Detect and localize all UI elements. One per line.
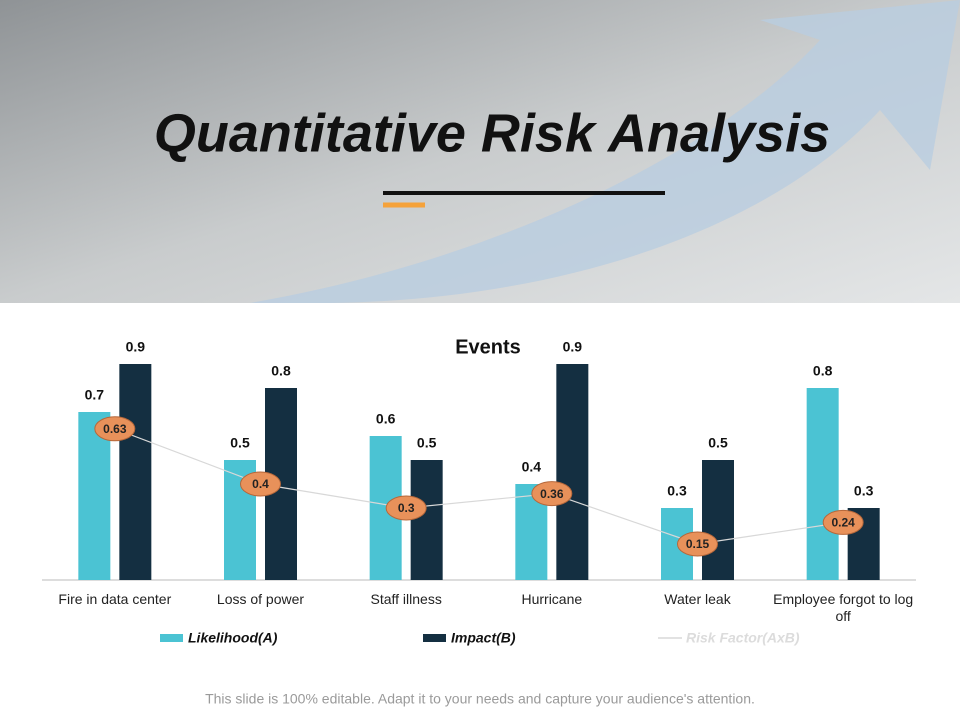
risk-marker xyxy=(531,481,573,507)
footer: This slide is 100% editable. Adapt it to… xyxy=(205,691,755,707)
x-tick-label: Fire in data center xyxy=(58,591,172,607)
x-tick-label: Staff illness xyxy=(370,591,442,607)
legend-label: Risk Factor(AxB) xyxy=(686,630,800,646)
data-label: 0.9 xyxy=(563,339,583,355)
bar xyxy=(556,364,589,580)
data-label: 0.15 xyxy=(686,537,710,551)
legend-swatch xyxy=(423,634,446,642)
data-label: 0.5 xyxy=(230,435,250,451)
data-label: 0.7 xyxy=(85,387,105,403)
bar xyxy=(702,460,734,580)
risk-line xyxy=(114,428,844,545)
bar xyxy=(78,412,111,580)
data-label: 0.3 xyxy=(854,483,874,499)
risk-marker xyxy=(240,471,281,497)
slide-title: Quantitative Risk Analysis xyxy=(154,103,830,163)
risk-marker xyxy=(822,509,864,535)
data-label: 0.5 xyxy=(417,435,437,451)
legend-swatch xyxy=(160,634,183,642)
data-label: 0.63 xyxy=(103,422,127,436)
legend-label: Impact(B) xyxy=(451,630,516,646)
data-label: 0.3 xyxy=(398,501,415,515)
data-label: 0.4 xyxy=(522,459,542,475)
risk-marker xyxy=(94,416,136,442)
data-label: 0.6 xyxy=(376,411,396,427)
data-label: 0.9 xyxy=(126,339,146,355)
x-tick-label: Hurricane xyxy=(521,591,583,607)
data-label: 0.3 xyxy=(667,483,687,499)
data-label: 0.36 xyxy=(540,487,564,501)
data-label: 0.24 xyxy=(831,516,855,530)
x-tick-label: Loss of power xyxy=(216,591,305,607)
data-label: 0.8 xyxy=(271,363,291,379)
x-tick-label: Water leak xyxy=(664,591,731,607)
bar xyxy=(806,388,839,580)
legend-label: Likelihood(A) xyxy=(188,630,278,646)
risk-marker xyxy=(677,531,718,557)
x-tick-label: Employee forgot to log off xyxy=(773,591,914,624)
risk-marker xyxy=(385,495,427,521)
chart-title: Events xyxy=(455,336,521,358)
data-label: 0.8 xyxy=(813,363,833,379)
bar xyxy=(119,364,152,580)
banner-arrow xyxy=(250,0,960,303)
bar xyxy=(410,460,443,580)
data-label: 0.4 xyxy=(252,477,269,491)
data-label: 0.5 xyxy=(708,435,728,451)
